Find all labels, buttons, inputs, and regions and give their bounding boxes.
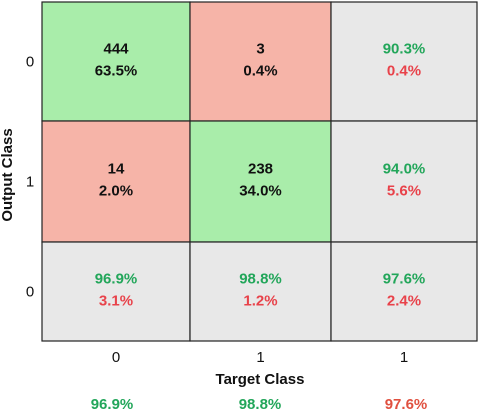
cell-label-r0-c1-line1: 0.4% bbox=[243, 63, 277, 80]
matrix-cell-r1-c1 bbox=[189, 120, 332, 243]
matrix-cell-r2-c0 bbox=[41, 241, 191, 342]
matrix-cell-r2-c2 bbox=[330, 241, 478, 342]
cell-label-r2-c0-line0: 96.9% bbox=[95, 271, 138, 288]
footer-value-col-1: 98.8% bbox=[238, 396, 282, 413]
cell-label-r1-c0-line1: 2.0% bbox=[99, 183, 133, 200]
x-tick-label-1: 1 bbox=[256, 349, 264, 366]
x-axis-title: Target Class bbox=[216, 371, 305, 388]
cell-label-r2-c2-line0: 97.6% bbox=[383, 271, 426, 288]
matrix-cell-r1-c2 bbox=[330, 120, 478, 243]
y-tick-label-2: 0 bbox=[26, 284, 34, 301]
cell-label-r0-c0-line0: 444 bbox=[103, 41, 129, 58]
x-tick-label-2: 1 bbox=[400, 349, 408, 366]
matrix-cell-r0-c0 bbox=[41, 1, 191, 122]
footer-value-col-2: 97.6% bbox=[384, 396, 428, 413]
cell-label-r0-c1-line0: 3 bbox=[256, 41, 264, 58]
cell-label-r1-c1-line1: 34.0% bbox=[239, 183, 282, 200]
cell-label-r2-c2-line1: 2.4% bbox=[387, 293, 421, 310]
cell-label-r2-c0-line1: 3.1% bbox=[99, 293, 133, 310]
cell-label-r1-c2-line0: 94.0% bbox=[383, 161, 426, 178]
cell-label-r2-c1-line0: 98.8% bbox=[239, 271, 282, 288]
cell-label-r2-c1-line1: 1.2% bbox=[243, 293, 277, 310]
cell-label-r0-c2-line1: 0.4% bbox=[387, 63, 421, 80]
cell-label-r1-c2-line1: 5.6% bbox=[387, 183, 421, 200]
footer-value-col-0: 96.9% bbox=[90, 396, 134, 413]
matrix-cell-r0-c2 bbox=[330, 1, 478, 122]
cell-label-r1-c0-line0: 14 bbox=[108, 161, 125, 178]
y-axis-title: Output Class bbox=[0, 128, 16, 221]
matrix-cell-r0-c1 bbox=[189, 1, 332, 122]
matrix-cell-r2-c1 bbox=[189, 241, 332, 342]
x-tick-label-0: 0 bbox=[112, 349, 120, 366]
cell-label-r0-c0-line1: 63.5% bbox=[95, 63, 138, 80]
y-tick-label-0: 0 bbox=[26, 54, 34, 71]
cell-label-r1-c1-line0: 238 bbox=[248, 161, 273, 178]
y-tick-label-1: 1 bbox=[26, 174, 34, 191]
matrix-cell-r1-c0 bbox=[41, 120, 191, 243]
cell-label-r0-c2-line0: 90.3% bbox=[383, 41, 426, 58]
